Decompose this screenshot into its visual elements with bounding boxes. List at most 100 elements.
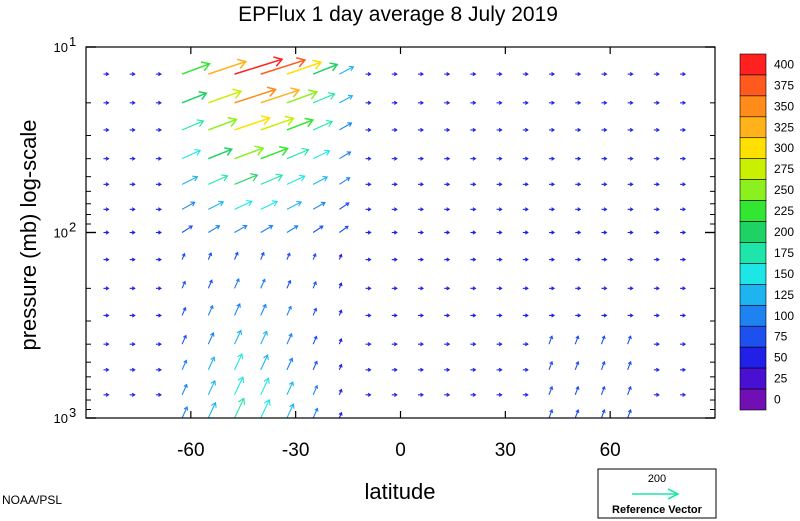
flux-arrow-head: [254, 145, 265, 156]
flux-arrow: [207, 279, 213, 289]
flux-arrow-head: [271, 200, 279, 207]
flux-arrow-shaft: [260, 89, 300, 104]
flux-arrow-head: [393, 156, 398, 161]
flux-arrow-head: [131, 286, 136, 291]
flux-arrow-head: [446, 313, 451, 318]
flux-arrow: [444, 313, 451, 318]
flux-arrow-shaft: [339, 225, 349, 233]
flux-arrow-shaft: [234, 147, 264, 160]
flux-arrow: [234, 199, 253, 210]
flux-arrow-head: [549, 409, 554, 414]
flux-arrow-head: [131, 257, 136, 262]
flux-arrow-shaft: [181, 149, 201, 160]
flux-arrow: [522, 257, 529, 262]
flux-arrow-head: [105, 392, 110, 397]
flux-arrow: [365, 207, 372, 212]
flux-arrow-head: [314, 384, 319, 389]
flux-arrow-head: [551, 286, 556, 291]
flux-arrow-head: [656, 182, 660, 187]
flux-arrow-head: [524, 342, 529, 347]
flux-arrow-head: [656, 286, 660, 291]
flux-arrow: [549, 207, 556, 212]
flux-arrow-shaft: [312, 408, 318, 419]
flux-arrow-head: [498, 100, 503, 105]
colorbar-label: 75: [774, 330, 788, 344]
flux-arrow-head: [577, 257, 582, 262]
flux-arrow: [339, 151, 352, 160]
flux-arrow-shaft: [234, 303, 241, 316]
flux-arrow: [155, 127, 162, 133]
flux-arrow: [181, 61, 211, 75]
flux-arrow-head: [367, 230, 372, 235]
flux-arrow-head: [346, 151, 352, 156]
flux-arrow-head: [472, 342, 477, 347]
y-tick-exponent: 2: [69, 220, 76, 235]
flux-arrow: [365, 367, 372, 372]
flux-arrow: [234, 224, 248, 233]
flux-arrow-head: [656, 156, 660, 161]
flux-arrow-head: [208, 252, 213, 257]
flux-arrow-head: [263, 377, 270, 384]
flux-arrow: [338, 411, 343, 419]
flux-arrow-head: [629, 182, 634, 187]
flux-arrow: [601, 313, 608, 318]
flux-arrow-head: [183, 359, 188, 364]
flux-arrow: [444, 100, 451, 105]
flux-arrow-head: [551, 72, 556, 77]
flux-arrow-shaft: [312, 385, 318, 396]
flux-arrow: [522, 313, 529, 318]
flux-arrow-head: [131, 100, 136, 105]
flux-arrow: [680, 257, 687, 262]
flux-arrow-head: [420, 127, 424, 133]
flux-arrow: [496, 127, 503, 133]
flux-arrow-head: [393, 342, 398, 347]
flux-arrow: [417, 182, 424, 187]
flux-arrow-shaft: [260, 252, 265, 260]
flux-arrow-head: [575, 335, 580, 340]
flux-arrow-head: [158, 72, 162, 77]
flux-arrow-head: [131, 127, 136, 133]
flux-arrow: [260, 354, 269, 371]
flux-arrow-head: [577, 182, 582, 187]
flux-arrow: [391, 286, 398, 291]
flux-arrow-shaft: [207, 356, 215, 371]
flux-arrow: [339, 202, 350, 210]
flux-arrow-head: [420, 257, 424, 262]
flux-arrow: [417, 286, 424, 291]
flux-arrow-head: [682, 207, 687, 212]
flux-arrow-shaft: [600, 409, 605, 419]
flux-arrow-shaft: [208, 90, 242, 104]
flux-arrow-head: [260, 115, 271, 126]
flux-arrow: [286, 403, 295, 419]
flux-arrow-shaft: [339, 95, 353, 104]
flux-arrow: [417, 100, 424, 105]
flux-arrow-head: [524, 182, 529, 187]
flux-arrow-head: [131, 342, 136, 347]
flux-arrow-head: [131, 367, 136, 372]
flux-arrow-head: [682, 156, 687, 161]
flux-arrow-head: [131, 207, 136, 212]
flux-arrow-head: [307, 89, 319, 100]
flux-arrow-head: [682, 313, 687, 318]
flux-arrow: [338, 253, 343, 260]
flux-arrow-shaft: [312, 225, 324, 233]
flux-arrow-shaft: [339, 202, 350, 210]
flux-arrow-head: [347, 122, 353, 127]
flux-arrow-head: [393, 100, 398, 105]
flux-arrow-head: [289, 403, 295, 409]
flux-arrow: [522, 72, 529, 77]
flux-arrow: [391, 127, 398, 133]
flux-arrow: [653, 182, 660, 187]
flux-arrow: [522, 182, 529, 187]
flux-arrow: [312, 307, 318, 316]
flux-arrow-head: [158, 127, 162, 133]
flux-arrow-head: [682, 182, 687, 187]
flux-arrow-head: [498, 286, 503, 291]
flux-arrow-head: [551, 257, 556, 262]
flux-arrow-shaft: [207, 305, 214, 316]
flux-arrow: [286, 174, 306, 185]
flux-arrow-head: [158, 100, 162, 105]
flux-arrow: [234, 145, 265, 160]
flux-arrow-head: [237, 376, 245, 383]
flux-arrow-head: [682, 342, 687, 347]
